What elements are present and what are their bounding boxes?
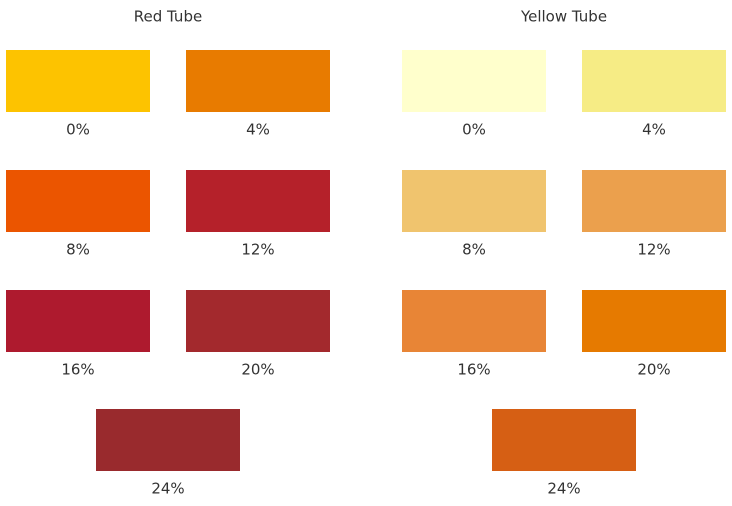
- color-swatch: [186, 170, 330, 232]
- color-swatch: [186, 290, 330, 352]
- swatch-label: 16%: [61, 361, 94, 379]
- swatch-label: 12%: [637, 241, 670, 259]
- color-swatch: [6, 50, 150, 112]
- swatch-label: 4%: [246, 121, 270, 139]
- swatch-label: 20%: [241, 361, 274, 379]
- group-title: Yellow Tube: [520, 8, 607, 26]
- swatch-label: 4%: [642, 121, 666, 139]
- swatch-label: 16%: [457, 361, 490, 379]
- color-swatch: [402, 290, 546, 352]
- color-swatch: [582, 290, 726, 352]
- color-swatch: [402, 50, 546, 112]
- color-swatch: [96, 409, 240, 471]
- color-swatch: [6, 290, 150, 352]
- swatch-label: 12%: [241, 241, 274, 259]
- color-swatch: [582, 50, 726, 112]
- swatch-label: 8%: [66, 241, 90, 259]
- group-title: Red Tube: [134, 8, 202, 26]
- color-swatch: [6, 170, 150, 232]
- color-swatch: [492, 409, 636, 471]
- swatch-label: 24%: [547, 480, 580, 498]
- swatch-label: 24%: [151, 480, 184, 498]
- color-swatch: [186, 50, 330, 112]
- swatch-label: 20%: [637, 361, 670, 379]
- color-swatch: [402, 170, 546, 232]
- swatch-label: 0%: [66, 121, 90, 139]
- swatch-label: 8%: [462, 241, 486, 259]
- color-swatch: [582, 170, 726, 232]
- swatch-label: 0%: [462, 121, 486, 139]
